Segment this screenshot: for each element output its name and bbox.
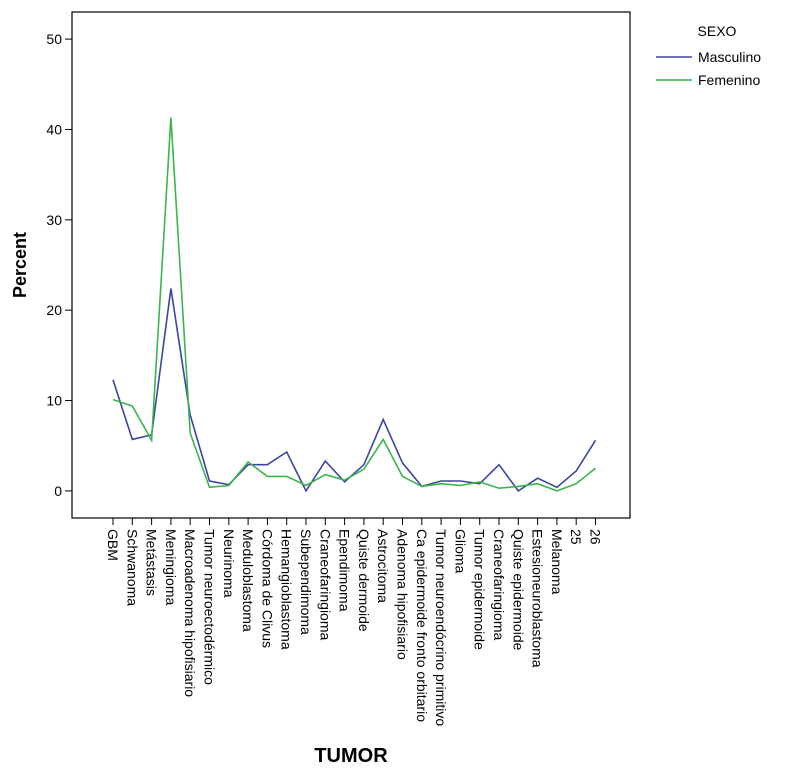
x-axis-title: TUMOR <box>314 745 388 767</box>
x-tick-label: Astrocitoma <box>375 529 391 603</box>
x-tick-label: Schwanoma <box>124 529 140 606</box>
x-tick-label: Craneofaringioma <box>317 529 333 640</box>
x-tick-label: 26 <box>588 529 604 545</box>
x-tick-label: Neurinoma <box>221 529 237 598</box>
x-tick-label: Tumor neuroendócrino primitivo <box>433 529 449 726</box>
x-tick-label: Glioma <box>452 529 468 574</box>
x-tick-label: Macroadenoma hipofisiario <box>182 529 198 697</box>
x-tick-label: Ependimoma <box>337 529 353 612</box>
legend-label-femenino: Femenino <box>698 72 760 88</box>
x-tick-label: GBM <box>105 529 121 561</box>
x-tick-label: Quiste epidermoide <box>510 529 526 651</box>
x-tick-label: Meningioma <box>163 529 179 605</box>
x-tick-label: Ca epidermoide fronto orbitario <box>414 529 430 722</box>
series-line-femenino <box>112 117 596 492</box>
x-tick-label: Tumor neuroectodérmico <box>202 529 218 685</box>
y-tick-label: 10 <box>46 393 62 409</box>
x-tick-label: Metástasis <box>144 529 160 596</box>
x-tick-label: Craneofaringioma <box>491 529 507 640</box>
x-tick-label: Subependimoma <box>298 529 314 635</box>
series-line-masculino <box>112 288 597 493</box>
legend-label-masculino: Masculino <box>698 49 761 65</box>
x-tick-label: Meduloblastoma <box>240 529 256 632</box>
legend-title: SEXO <box>698 23 737 39</box>
y-tick-label: 40 <box>46 121 62 137</box>
x-tick-label: Córdoma de Clivus <box>259 529 275 648</box>
y-tick-label: 30 <box>46 212 62 228</box>
y-axis: 0 10 20 30 40 50 <box>46 31 72 499</box>
x-tick-label: Adenoma hipofisiario <box>395 529 411 660</box>
x-tick-label: Hemangioblastoma <box>279 529 295 650</box>
x-axis: GBM Schwanoma Metástasis Meningioma Macroade… <box>105 518 604 726</box>
legend: SEXO Masculino Femenino <box>656 23 761 88</box>
series-lines <box>112 117 597 493</box>
x-tick-label: Tumor epidermoide <box>472 529 488 650</box>
x-tick-label: Quiste dermoide <box>356 529 372 632</box>
y-tick-label: 50 <box>46 31 62 47</box>
y-axis-title: Percent <box>10 232 30 298</box>
plot-frame <box>71 11 631 519</box>
x-tick-label: 25 <box>568 529 584 545</box>
y-tick-label: 0 <box>54 483 62 499</box>
y-tick-label: 20 <box>46 302 62 318</box>
x-tick-label: Estesioneuroblastoma <box>530 529 546 668</box>
x-tick-label: Melanoma <box>549 529 565 595</box>
